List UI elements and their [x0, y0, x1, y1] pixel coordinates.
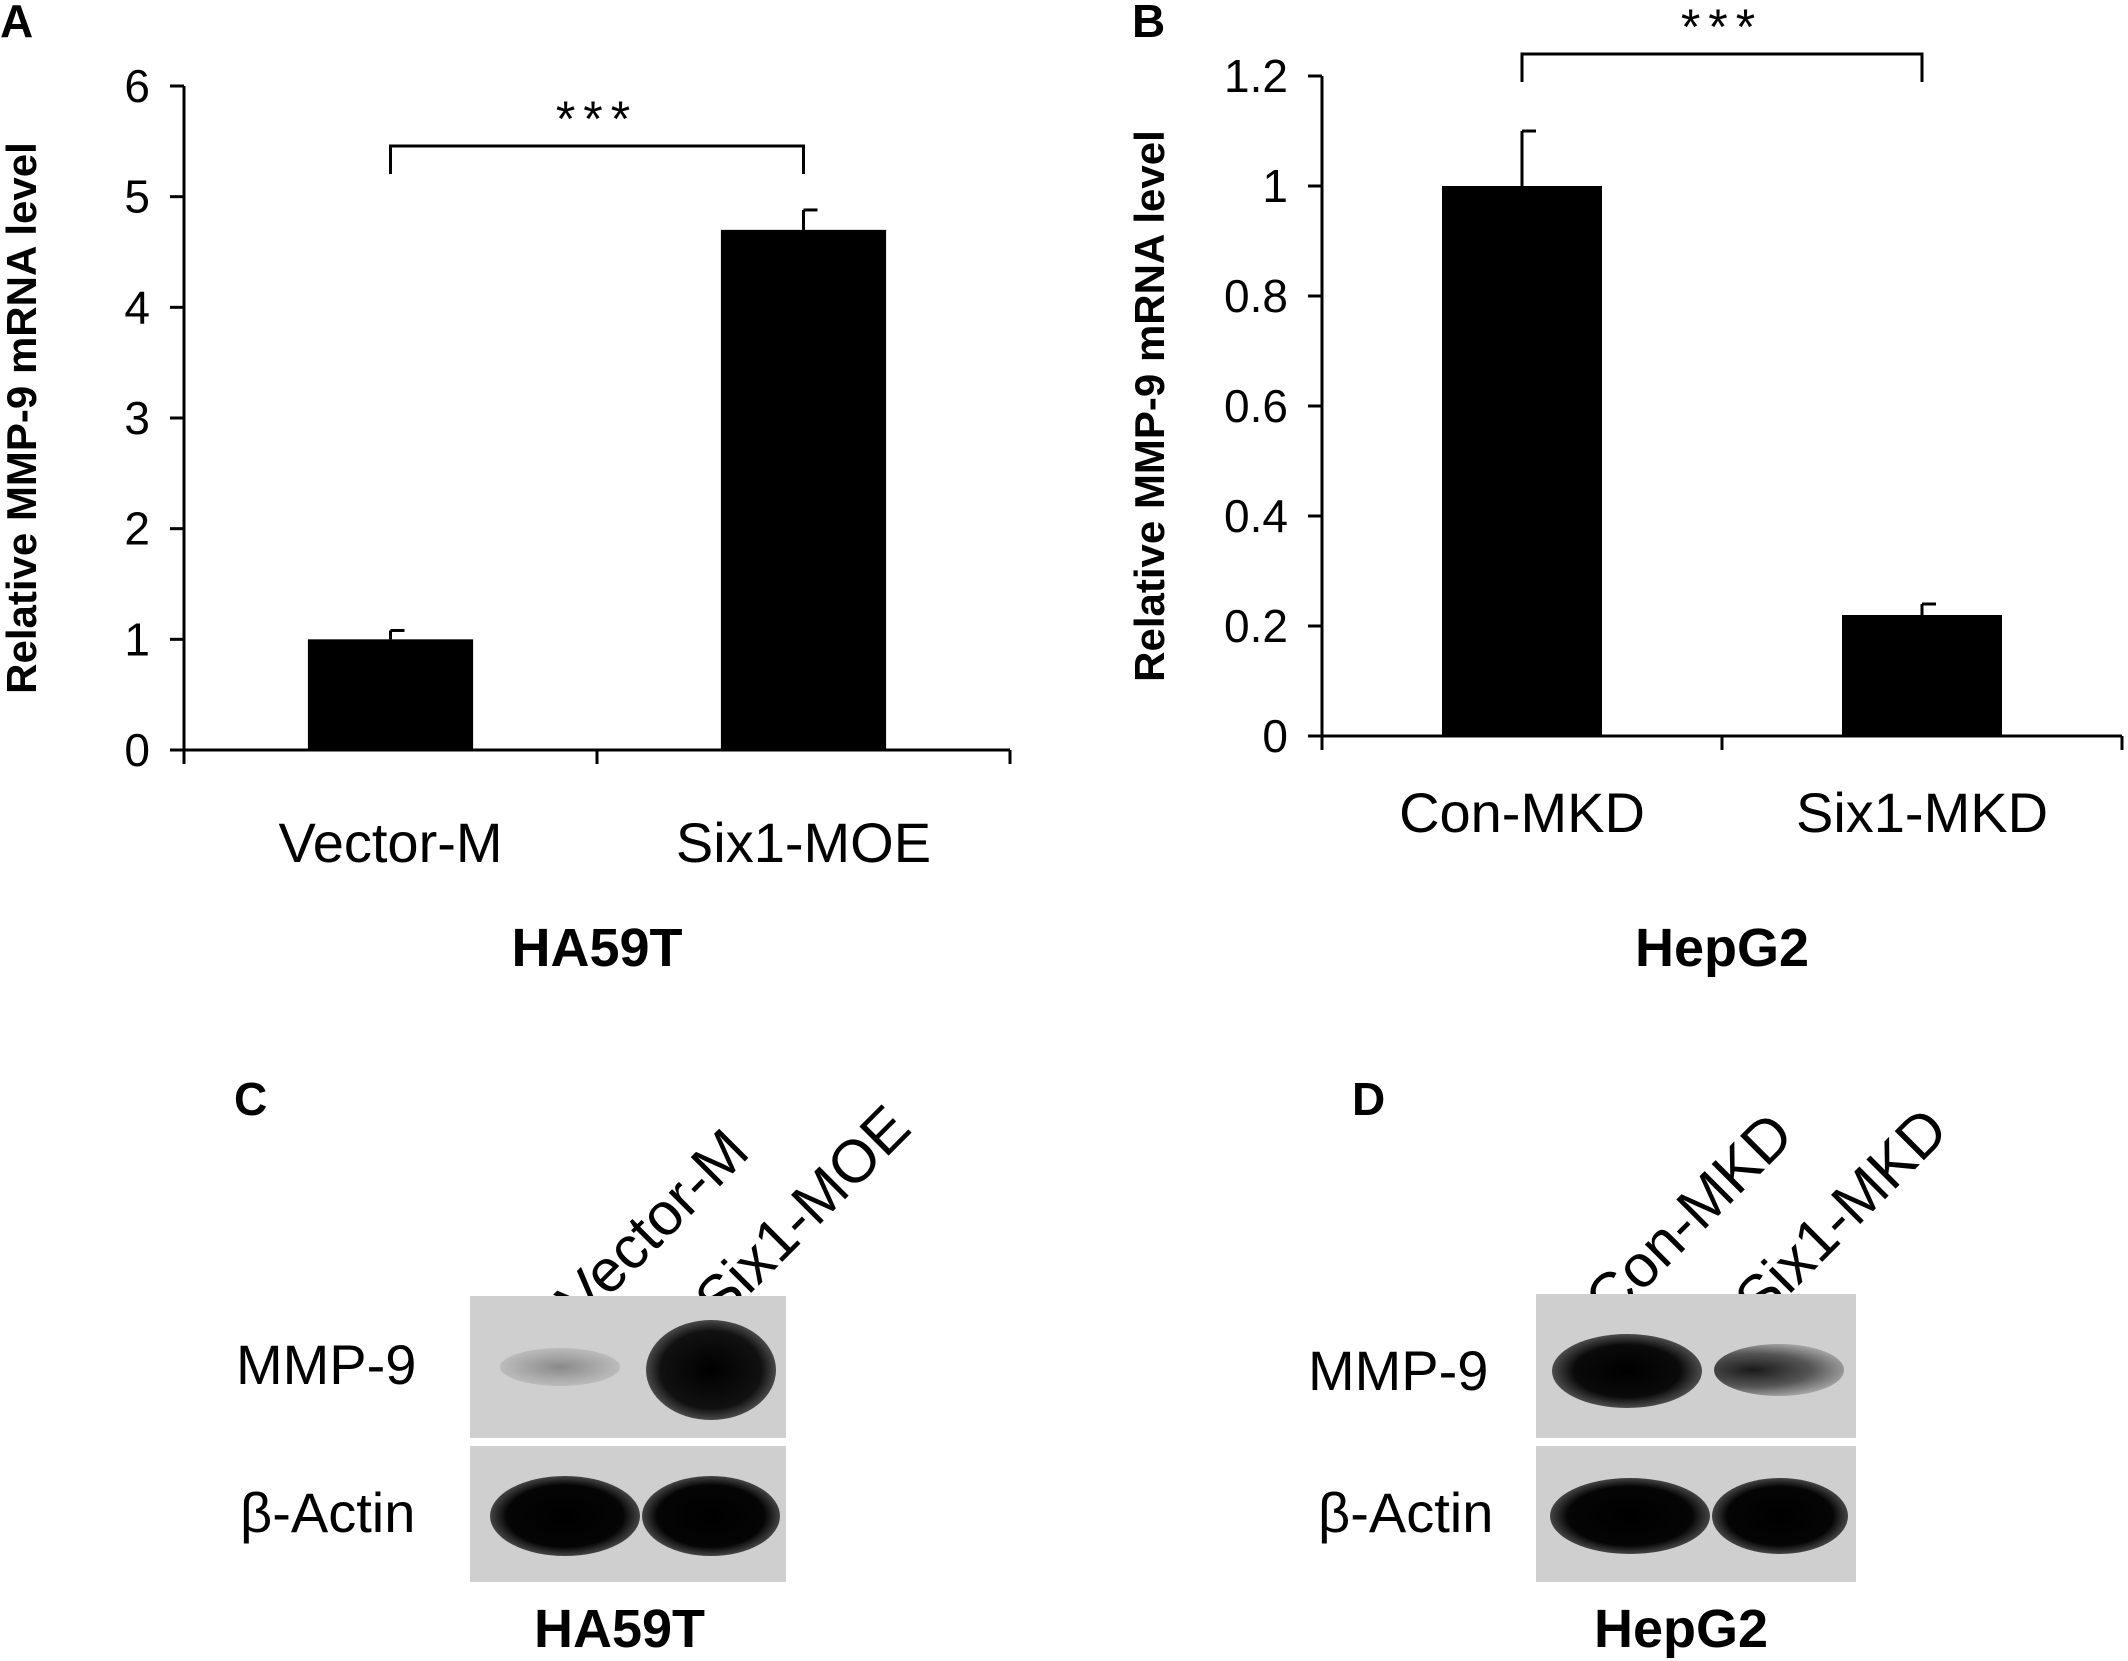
blot-strip-beta-actin: [470, 1446, 786, 1582]
western-blot-d: Con-MKD Six1-MKD MMP-9 β-Actin HepG2: [1064, 1060, 2128, 1660]
y-tick-label: 0.4: [1224, 490, 1288, 542]
y-tick-label: 6: [124, 60, 150, 112]
y-tick-label: 0.6: [1224, 380, 1288, 432]
band-six1-moe-actin: [642, 1476, 780, 1556]
bar-chart-b: 0 0.2 0.4 0.6 0.8 1 1.2 Con-MKD Six1-MKD *** Relat…: [1126, 0, 2124, 978]
y-tick-label: 2: [124, 503, 150, 555]
band-con-mkd-mmp9: [1552, 1334, 1702, 1408]
row-label-beta-actin: β-Actin: [240, 1481, 416, 1544]
band-six1-moe-mmp9: [646, 1320, 776, 1420]
blot-strip-mmp9: [470, 1296, 786, 1438]
x-tick-label: Six1-MKD: [1796, 781, 2048, 844]
panel-letter-c: C: [234, 1073, 268, 1125]
band-six1-mkd-actin: [1712, 1478, 1848, 1554]
x-axis-label: HA59T: [511, 918, 682, 978]
x-tick-label: Con-MKD: [1399, 781, 1645, 844]
x-tick-label: Six1-MOE: [676, 811, 931, 874]
x-tick-label: Vector-M: [278, 811, 502, 874]
y-tick-label: 0: [124, 724, 150, 776]
row-label-mmp9-d: MMP-9: [1308, 1339, 1489, 1402]
y-tick-label: 0: [1262, 710, 1288, 762]
panel-letter-b: B: [1132, 0, 1166, 47]
y-tick-label: 1: [124, 613, 150, 665]
y-tick-label: 0.8: [1224, 270, 1288, 322]
y-tick-label: 0.2: [1224, 600, 1288, 652]
row-label-mmp9: MMP-9: [236, 1333, 417, 1396]
bar-vector-m: [307, 639, 474, 750]
band-con-mkd-actin: [1550, 1478, 1710, 1554]
significance-bracket: [389, 144, 805, 174]
panel-letter-a: A: [0, 0, 34, 47]
western-blot-c: Vector-M Six1-MOE MMP-9 β-Actin HA59T: [0, 1060, 1064, 1660]
significance-bracket: [1520, 52, 1924, 82]
y-tick-label: 1.2: [1224, 50, 1288, 102]
bar-chart-a: 0 1 2 3 4 5 6 Vector-M Six1-MOE *** Relative MMP-9…: [0, 60, 1012, 978]
y-tick-label: 1: [1262, 160, 1288, 212]
y-tick-label: 3: [124, 392, 150, 444]
y-tick-label: 4: [124, 281, 150, 333]
row-label-beta-actin-d: β-Actin: [1318, 1481, 1494, 1544]
bar-con-mkd: [1442, 186, 1602, 736]
bar-six1-moe: [720, 229, 887, 750]
significance-label: ***: [556, 91, 638, 147]
panel-letter-d: D: [1352, 1073, 1386, 1125]
blot-strip-mmp9-d: [1536, 1294, 1856, 1438]
cell-line-label-c: HA59T: [534, 1599, 706, 1659]
cell-line-label-d: HepG2: [1594, 1599, 1769, 1659]
blot-strip-beta-actin-d: [1536, 1446, 1856, 1582]
y-tick-label: 5: [124, 171, 150, 223]
band-vector-m-actin: [490, 1476, 640, 1556]
y-axis-label: Relative MMP-9 mRNA level: [1126, 130, 1173, 682]
y-axis-label: Relative MMP-9 mRNA level: [0, 142, 45, 694]
x-axis-label: HepG2: [1635, 918, 1809, 978]
significance-label: ***: [1681, 0, 1763, 55]
bar-six1-mkd: [1842, 615, 2002, 736]
band-vector-m-mmp9: [500, 1348, 620, 1386]
band-six1-mkd-mmp9: [1714, 1344, 1844, 1396]
